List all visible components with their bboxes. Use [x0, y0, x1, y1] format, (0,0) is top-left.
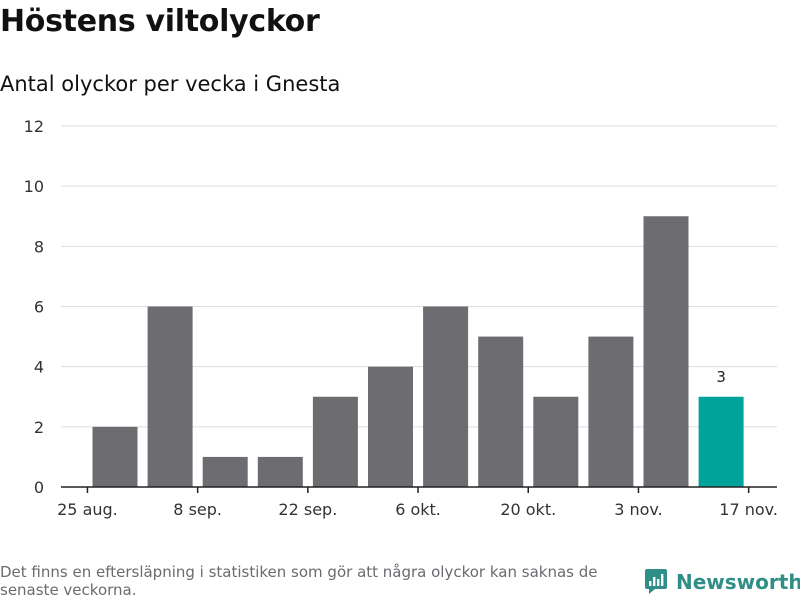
brand[interactable]: Newsworthy — [644, 568, 800, 595]
y-tick-label: 10 — [24, 177, 44, 196]
bar — [312, 396, 358, 487]
brand-name: Newsworthy — [676, 569, 800, 594]
bar — [257, 456, 303, 487]
x-tick-label: 17 nov. — [719, 500, 778, 519]
x-tick-label: 22 sep. — [278, 500, 337, 519]
bar — [643, 216, 689, 487]
chart-title: Höstens viltolyckor — [0, 4, 320, 39]
y-tick-label: 4 — [34, 358, 44, 377]
bar — [202, 456, 248, 487]
x-tick-label: 6 okt. — [395, 500, 441, 519]
x-tick-label: 20 okt. — [500, 500, 556, 519]
y-tick-label: 0 — [34, 478, 44, 497]
chart-subtitle: Antal olyckor per vecka i Gnesta — [0, 72, 341, 96]
bar — [423, 306, 469, 487]
bar — [533, 396, 579, 487]
bar-data-label: 3 — [716, 368, 726, 386]
x-tick-label: 25 aug. — [57, 500, 118, 519]
bar-chart: 0 2 4 6 8 10 12 3 25 aug. 8 sep. 22 sep. 6 okt. 20 o… — [24, 117, 778, 519]
y-tick-label: 2 — [34, 418, 44, 437]
footnote: Det finns en eftersläpning i statistiken… — [0, 563, 598, 599]
x-tick-label: 3 nov. — [614, 500, 663, 519]
bar — [147, 306, 193, 487]
newsworthy-logo-icon — [645, 569, 667, 594]
y-tick-label: 8 — [34, 237, 44, 256]
y-tick-label: 12 — [24, 117, 44, 136]
y-tick-label: 6 — [34, 298, 44, 317]
bar — [698, 396, 744, 487]
x-tick-label: 8 sep. — [173, 500, 222, 519]
bar — [478, 336, 524, 487]
bar — [588, 336, 634, 487]
bar — [368, 366, 413, 487]
bar — [92, 426, 138, 487]
